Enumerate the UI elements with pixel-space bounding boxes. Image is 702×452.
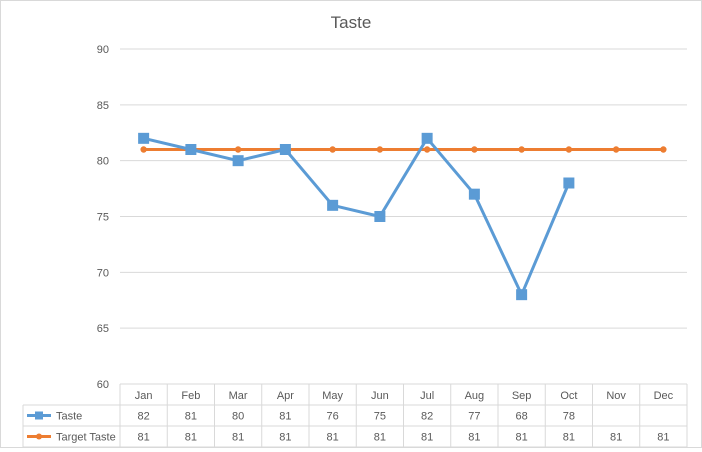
data-point — [376, 146, 384, 153]
data-point — [423, 146, 431, 153]
table-cell: 81 — [279, 432, 291, 444]
x-tick-label: Feb — [181, 390, 200, 402]
x-tick-label: Mar — [229, 390, 248, 402]
x-tick-label: Apr — [277, 390, 294, 402]
data-point — [563, 177, 575, 189]
table-cell: 68 — [516, 411, 528, 423]
x-tick-label: Nov — [606, 390, 626, 402]
y-tick-label: 90 — [97, 44, 109, 56]
data-point — [185, 144, 197, 155]
x-tick-label: Sep — [512, 390, 532, 402]
table-cell: 81 — [610, 432, 622, 444]
data-point — [516, 289, 528, 301]
data-point — [374, 211, 386, 222]
y-tick-label: 60 — [97, 379, 109, 391]
table-cell: 81 — [138, 432, 150, 444]
data-table: Jan Feb Mar Apr May Jun Jul Aug Sep Oct Nov Dec Tast… — [22, 383, 688, 448]
legend-label: Target Taste — [56, 432, 116, 444]
x-tick-label: Jun — [371, 390, 389, 402]
y-tick-label: 70 — [97, 267, 109, 279]
x-tick-label: Jul — [420, 390, 434, 402]
data-point — [327, 199, 339, 211]
y-tick-label: 80 — [97, 156, 109, 168]
x-tick-label: Dec — [654, 390, 674, 402]
legend-marker — [36, 433, 42, 440]
chart-title: Taste — [331, 13, 372, 32]
data-point — [612, 146, 620, 153]
table-cell: 81 — [374, 432, 386, 444]
data-point — [565, 146, 573, 153]
data-point — [468, 188, 480, 200]
data-point — [232, 155, 244, 167]
x-tick-label: Oct — [560, 390, 577, 402]
table-cell: 80 — [232, 411, 244, 423]
x-tick-label: May — [322, 390, 343, 402]
data-point — [234, 146, 242, 153]
gridlines — [120, 48, 687, 329]
series-line — [143, 136, 571, 297]
table-cell: 81 — [185, 411, 197, 423]
table-cell: 77 — [468, 411, 480, 423]
data-point — [138, 132, 150, 144]
y-tick-label: 75 — [97, 212, 109, 224]
y-tick-label: 85 — [97, 100, 109, 112]
table-cell: 81 — [327, 432, 339, 444]
table-cell: 82 — [138, 411, 150, 423]
x-tick-label: Jan — [135, 390, 153, 402]
series-layer — [138, 132, 667, 301]
table-cell: 81 — [185, 432, 197, 444]
table-cell: 81 — [563, 432, 575, 444]
data-point — [329, 146, 336, 153]
data-point — [421, 132, 433, 144]
table-cell: 81 — [279, 411, 291, 423]
data-point — [140, 146, 147, 153]
data-point — [518, 146, 525, 153]
y-tick-label: 65 — [97, 323, 109, 335]
table-cell: 76 — [327, 411, 339, 423]
table-cell: 75 — [374, 411, 386, 423]
y-axis: 60 65 70 75 80 85 90 — [97, 44, 109, 391]
table-cell: 81 — [516, 432, 528, 444]
table-cell: 81 — [232, 432, 244, 444]
table-cell: 78 — [563, 411, 575, 423]
x-tick-label: Aug — [465, 390, 485, 402]
table-cell: 81 — [657, 432, 669, 444]
table-cell: 81 — [421, 432, 433, 444]
table-cell: 81 — [468, 432, 480, 444]
legend-label: Taste — [56, 411, 82, 423]
table-cell: 82 — [421, 411, 433, 423]
data-point — [660, 146, 667, 153]
data-point — [471, 146, 478, 153]
legend-marker — [35, 411, 43, 420]
data-point — [279, 144, 291, 155]
